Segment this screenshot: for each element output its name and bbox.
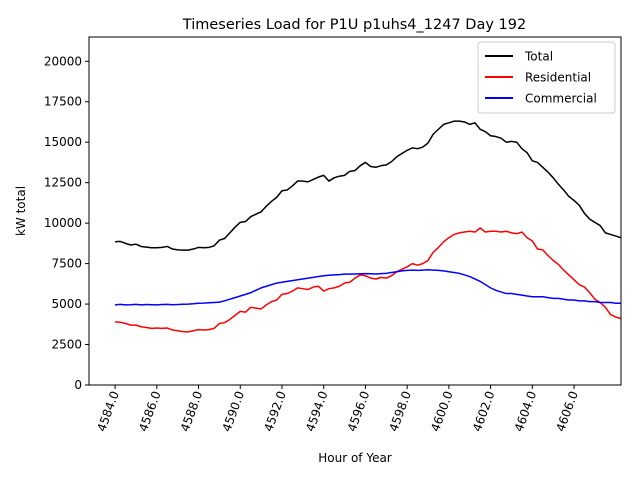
plot-frame: [88, 36, 622, 386]
y-tick-label: 20000: [44, 54, 82, 68]
legend-label-residential: Residential: [525, 71, 591, 85]
y-tick-label: 5000: [51, 297, 82, 311]
legend-box: [477, 41, 616, 114]
series-line-commercial: [115, 269, 621, 306]
y-axis: 0 2500 5000 7500 10000 12500 15000 17500 20000: [44, 54, 89, 392]
x-axis-title: Hour of Year: [318, 451, 392, 465]
y-tick-label: 2500: [51, 338, 82, 352]
y-tick-label: 0: [74, 378, 82, 392]
y-axis-title: kW total: [14, 186, 28, 236]
y-tick-label: 12500: [44, 176, 82, 190]
chart-title: Timeseries Load for P1U p1uhs4_1247 Day …: [182, 17, 526, 33]
y-tick-label: 10000: [44, 216, 82, 230]
series-line-residential: [115, 227, 622, 333]
legend-label-commercial: Commercial: [525, 92, 597, 106]
series-line-total: [115, 120, 622, 251]
y-tick-label: 15000: [44, 135, 82, 149]
plot-area: [115, 120, 622, 333]
y-tick-label: 17500: [44, 95, 82, 109]
legend: Total Residential Commercial: [477, 41, 616, 114]
y-tick-label: 7500: [51, 257, 82, 271]
legend-label-total: Total: [524, 50, 553, 64]
